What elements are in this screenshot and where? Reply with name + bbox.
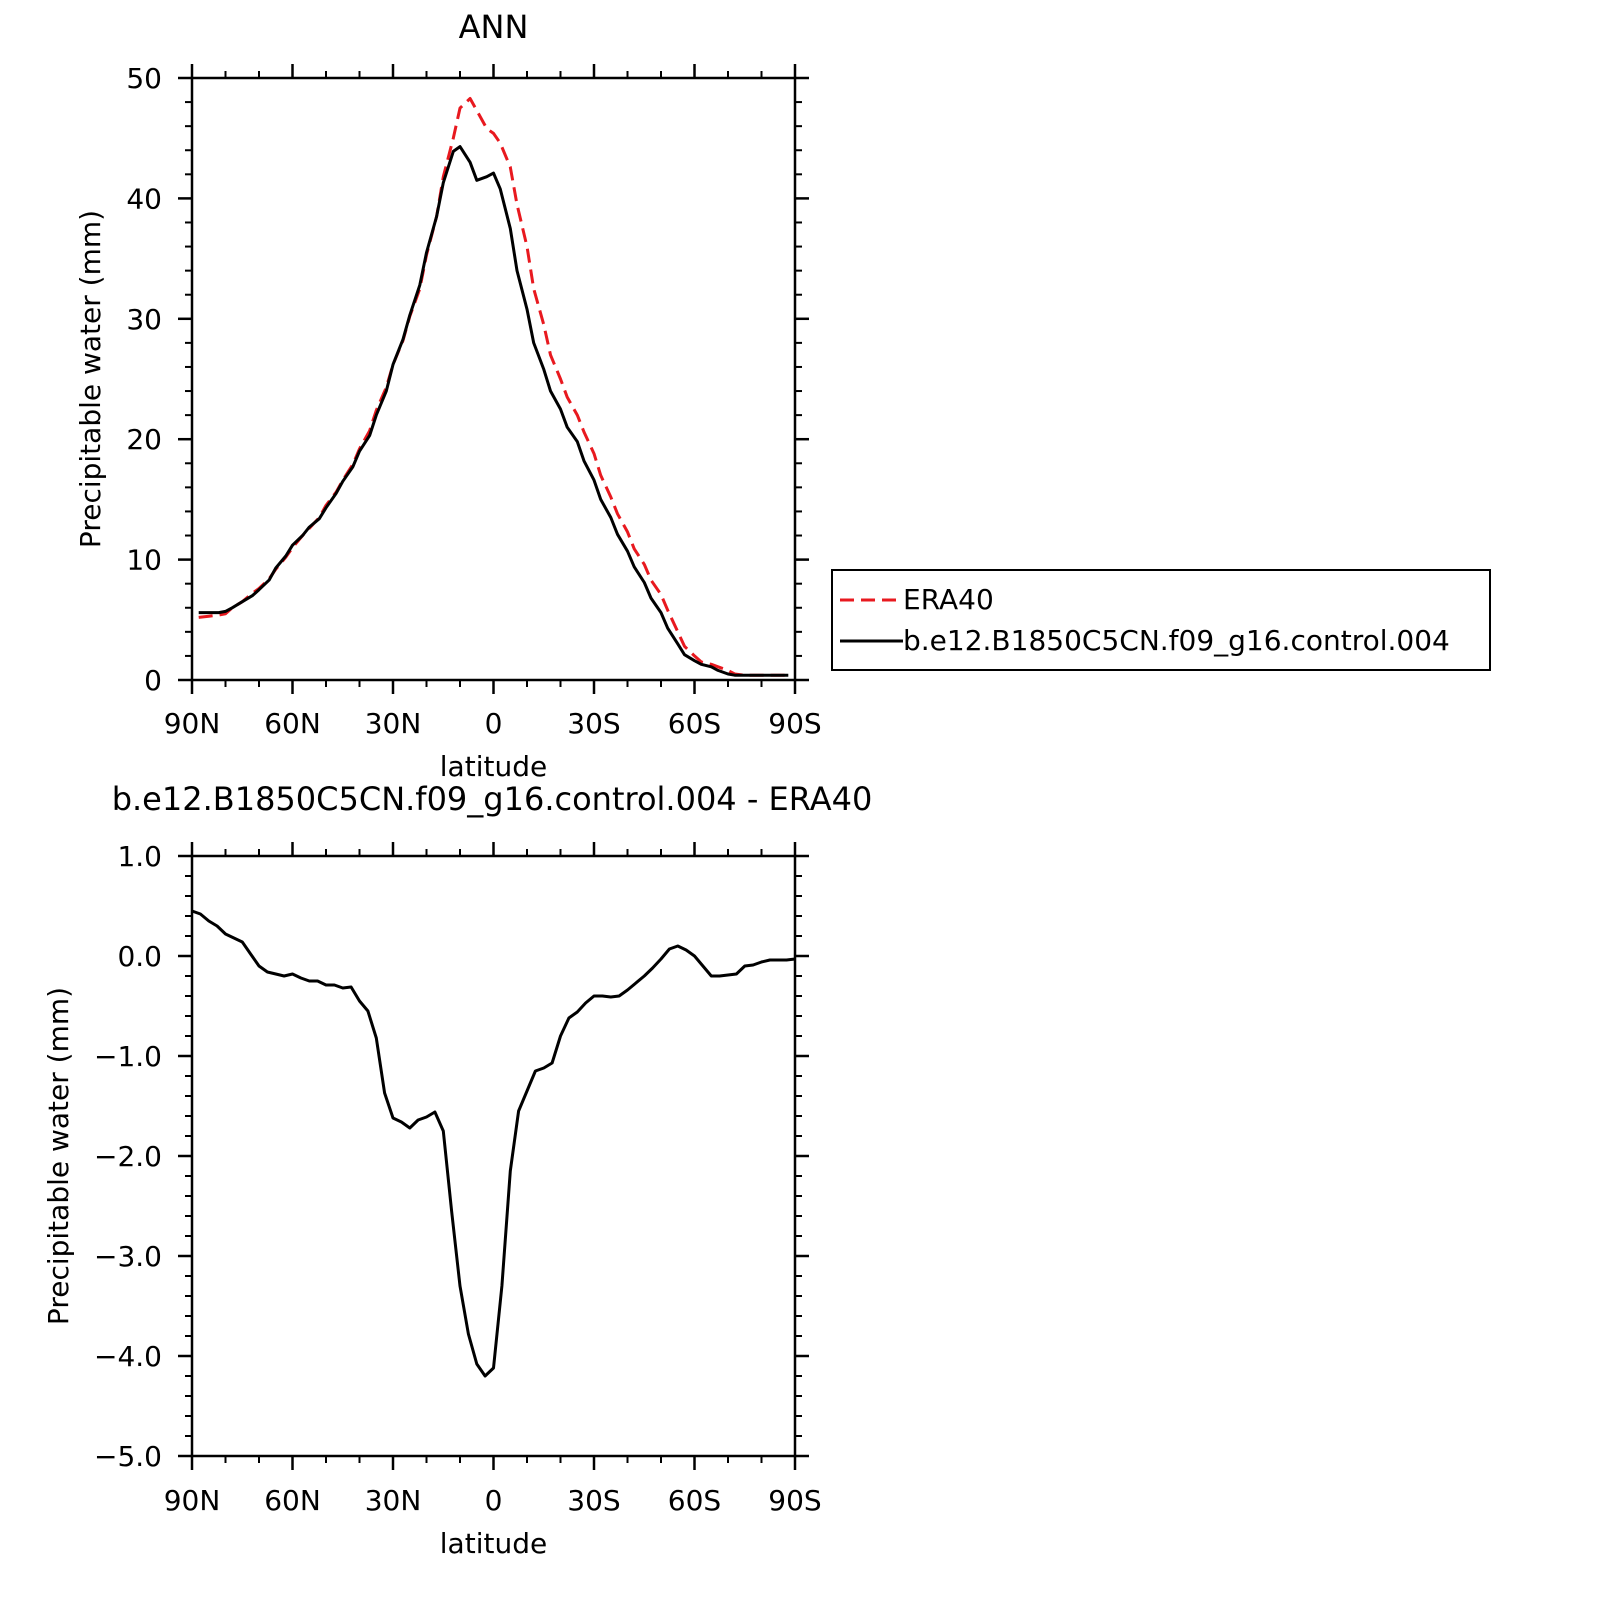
legend-box [831,569,1491,671]
series-line-era40 [198,97,789,677]
top-panel: ANN 90N 60N 30N 0 30S 60S 90S 0 10 20 30 40 50 latit… [74,8,822,783]
y-tick-label: −1.0 [94,1040,162,1073]
top-chart-title: ANN [459,8,529,46]
x-tick-label: 30S [567,707,620,740]
y-tick-label: −5.0 [94,1440,162,1473]
top-x-axis-label: latitude [440,750,547,783]
y-tick-label: 1.0 [117,840,162,873]
y-tick-label: 30 [126,303,162,336]
y-tick-label: 50 [126,62,162,95]
y-tick-label: 20 [126,423,162,456]
x-tick-label: 60N [264,1484,321,1517]
bottom-chart-title: b.e12.B1850C5CN.f09_g16.control.004 - ER… [112,780,873,818]
y-tick-label: −2.0 [94,1140,162,1173]
legend-label-model: b.e12.B1850C5CN.f09_g16.control.004 [903,624,1450,657]
x-tick-label: 60N [264,707,321,740]
series-line-difference [191,909,796,1378]
x-tick-label: 0 [485,1484,503,1517]
y-tick-label: 0 [144,664,162,697]
x-tick-label: 30N [365,707,422,740]
x-tick-label: 30N [365,1484,422,1517]
x-tick-label: 0 [485,707,503,740]
legend-label-era40: ERA40 [903,583,994,616]
top-plot-frame [190,76,797,682]
x-tick-label: 60S [668,1484,721,1517]
y-tick-label: −3.0 [94,1240,162,1273]
x-tick-label: 60S [668,707,721,740]
y-tick-label: −4.0 [94,1340,162,1373]
x-tick-label: 90N [164,1484,221,1517]
y-tick-label: 0.0 [117,940,162,973]
bottom-y-axis-label: Precipitable water (mm) [42,987,75,1325]
legend: ERA40 b.e12.B1850C5CN.f09_g16.control.00… [831,569,1491,671]
x-tick-label: 90S [768,1484,821,1517]
y-tick-label: 10 [126,544,162,577]
x-tick-label: 90S [768,707,821,740]
top-y-axis-label: Precipitable water (mm) [74,210,107,548]
y-tick-label: 40 [126,182,162,215]
bottom-panel: b.e12.B1850C5CN.f09_g16.control.004 - ER… [42,780,872,1560]
series-line-b-e12-b1850c5cn-f09-g16-control-004 [198,145,789,677]
x-tick-label: 90N [164,707,221,740]
x-tick-label: 30S [567,1484,620,1517]
bottom-x-axis-label: latitude [440,1527,547,1560]
